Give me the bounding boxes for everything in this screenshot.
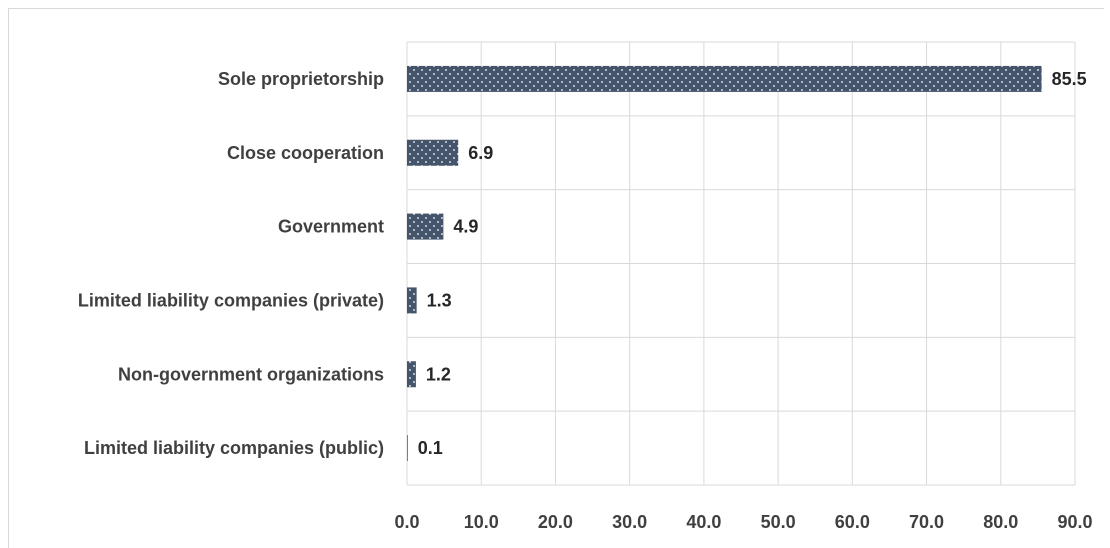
x-tick-label: 80.0 <box>983 512 1018 532</box>
x-tick-label: 90.0 <box>1057 512 1092 532</box>
data-label: 1.2 <box>426 364 451 384</box>
x-axis-tick-labels: 0.0 10.0 20.0 30.0 40.0 50.0 60.0 70.0 80.0 90.0 <box>394 512 1092 532</box>
category-labels: Sole proprietorship Close cooperation Gove… <box>78 69 384 458</box>
bar <box>407 139 459 166</box>
x-tick-label: 60.0 <box>835 512 870 532</box>
category-label: Government <box>278 217 384 237</box>
x-tick-label: 0.0 <box>394 512 419 532</box>
data-labels: 85.5 6.9 4.9 1.3 1.2 0.1 <box>418 69 1087 458</box>
bar <box>407 435 408 462</box>
x-tick-label: 70.0 <box>909 512 944 532</box>
bar <box>407 213 444 240</box>
category-label: Limited liability companies (public) <box>84 438 384 458</box>
category-label: Non-government organizations <box>118 364 384 384</box>
bar <box>407 287 417 314</box>
x-tick-label: 40.0 <box>686 512 721 532</box>
bar <box>407 361 416 388</box>
bars <box>407 65 1042 462</box>
data-label: 85.5 <box>1052 69 1087 89</box>
x-tick-label: 30.0 <box>612 512 647 532</box>
data-label: 0.1 <box>418 438 443 458</box>
data-label: 4.9 <box>453 217 478 237</box>
x-tick-label: 10.0 <box>464 512 499 532</box>
category-label: Close cooperation <box>227 143 384 163</box>
chart-frame <box>8 8 1104 548</box>
category-label: Sole proprietorship <box>218 69 384 89</box>
x-tick-label: 50.0 <box>761 512 796 532</box>
gridlines <box>406 41 1076 486</box>
data-label: 6.9 <box>468 143 493 163</box>
data-label: 1.3 <box>427 290 452 310</box>
x-tick-label: 20.0 <box>538 512 573 532</box>
bar <box>407 65 1042 92</box>
category-label: Limited liability companies (private) <box>78 290 384 310</box>
